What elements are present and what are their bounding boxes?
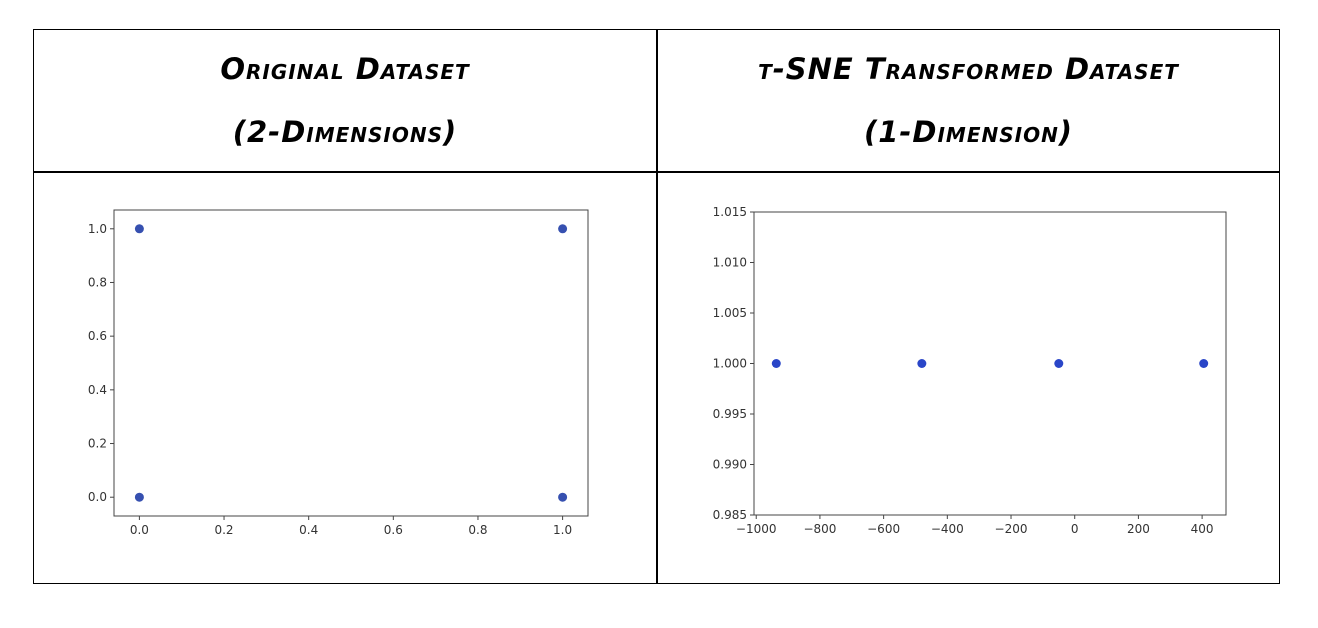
right-panel-title-line2: (1-Dimension) (863, 114, 1074, 149)
right-x-tick-label: −400 (931, 522, 964, 536)
right-panel-header: t-SNE Transformed Dataset (1-Dimension) (658, 30, 1279, 171)
right-data-point (917, 359, 927, 368)
column-divider (656, 29, 658, 584)
right-y-tick-label: 0.985 (713, 508, 747, 522)
right-data-point (1199, 359, 1209, 368)
left-x-tick-label: 0.6 (384, 523, 403, 537)
right-x-tick-label: 400 (1191, 522, 1214, 536)
right-y-tick-label: 1.005 (713, 306, 747, 320)
right-y-tick-label: 0.990 (713, 458, 747, 472)
left-panel-title-line1: Original Dataset (220, 52, 470, 87)
right-x-tick-label: 200 (1127, 522, 1150, 536)
right-plot-frame (753, 211, 1227, 516)
left-y-tick-label: 0.0 (88, 490, 107, 504)
original-dataset-scatter: 0.0 0.2 0.4 0.6 0.8 1.0 0.0 0.2 0.4 0.6 0.8 1.0 (88, 209, 589, 537)
right-y-tick-label: 1.015 (713, 205, 747, 219)
left-data-point (134, 492, 144, 502)
left-y-tick-label: 0.8 (88, 275, 107, 289)
right-data-point (1054, 359, 1064, 368)
right-x-tick-label: −200 (995, 522, 1028, 536)
left-y-tick-label: 1.0 (88, 222, 107, 236)
right-y-tick-label: 1.000 (713, 357, 747, 371)
left-data-point (134, 224, 144, 234)
left-y-tick-label: 0.2 (88, 437, 107, 451)
left-plot-frame (113, 209, 589, 517)
left-data-point (558, 224, 568, 234)
left-y-tick-label: 0.6 (88, 329, 107, 343)
right-x-tick-label: −800 (803, 522, 836, 536)
left-panel-header: Original Dataset (2-Dimensions) (34, 30, 656, 171)
left-x-tick-label: 0.8 (468, 523, 487, 537)
left-x-tick-label: 1.0 (553, 523, 572, 537)
row-divider (33, 171, 1280, 173)
left-x-tick-label: 0.0 (130, 523, 149, 537)
right-y-tick-label: 0.995 (713, 407, 747, 421)
left-x-tick-label: 0.4 (299, 523, 318, 537)
right-x-tick-label: −600 (867, 522, 900, 536)
left-panel-title-line2: (2-Dimensions) (232, 114, 458, 149)
right-x-tick-label: 0 (1071, 522, 1079, 536)
right-data-point (771, 359, 781, 368)
left-y-tick-label: 0.4 (88, 383, 107, 397)
right-y-tick-label: 1.010 (713, 256, 747, 270)
left-x-tick-label: 0.2 (214, 523, 233, 537)
tsne-dataset-scatter: −1000 −800 −600 −400 −200 0 200 400 0.985 0.990 0.… (713, 205, 1227, 536)
right-x-tick-label: −1000 (736, 522, 777, 536)
right-panel-title-line1: t-SNE Transformed Dataset (758, 52, 1179, 87)
left-data-point (558, 492, 568, 502)
